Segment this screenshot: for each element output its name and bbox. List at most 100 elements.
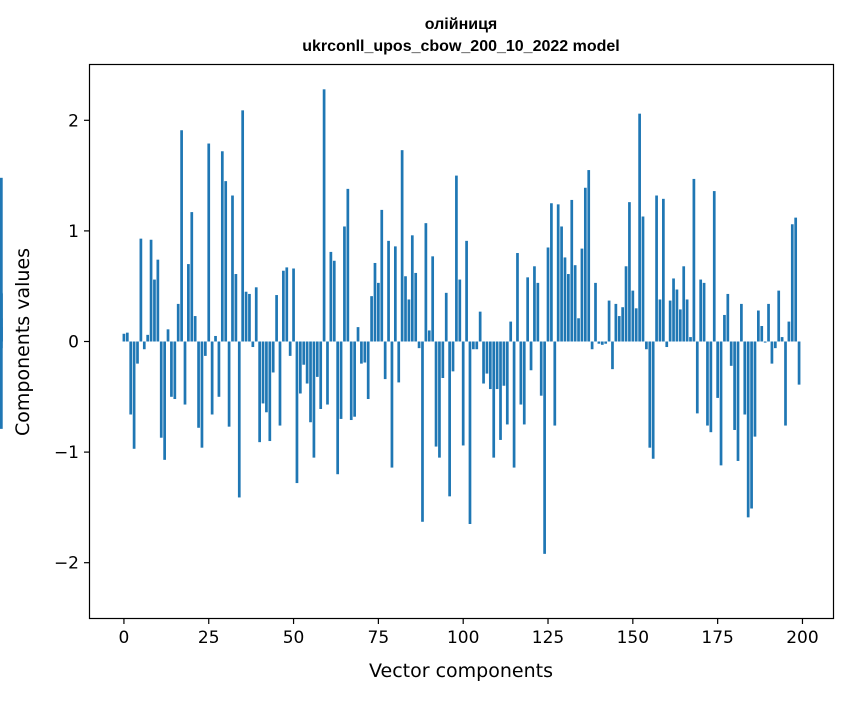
bar	[682, 266, 686, 342]
bar	[159, 341, 163, 438]
x-axis-ticks: 0 25 50 75 100 125 150 175 200	[119, 618, 819, 648]
bar	[638, 113, 641, 342]
bar	[641, 216, 645, 342]
y-tick-label: −2	[54, 554, 79, 574]
bar	[203, 341, 207, 356]
bar	[393, 246, 397, 342]
bar	[655, 195, 658, 342]
bar	[427, 330, 431, 342]
bar	[533, 266, 536, 342]
bar	[312, 341, 316, 458]
chart-title: олійниця	[425, 16, 498, 33]
bar	[142, 341, 146, 350]
bar	[356, 327, 360, 342]
y-tick-label: 2	[68, 111, 79, 131]
bar	[780, 337, 784, 342]
bar	[692, 178, 696, 342]
bar	[746, 341, 750, 518]
bar	[516, 253, 519, 342]
bar	[600, 341, 604, 345]
bar	[302, 341, 306, 365]
bar	[468, 341, 472, 524]
y-axis-label: Components values	[12, 248, 34, 436]
bar	[424, 223, 428, 342]
bar	[315, 341, 319, 377]
bar	[672, 278, 675, 342]
bar	[288, 341, 292, 356]
bar	[244, 291, 248, 342]
bar	[322, 89, 326, 342]
bar	[305, 341, 309, 384]
bar	[176, 303, 180, 342]
bar	[706, 341, 709, 426]
bar	[390, 341, 394, 468]
bars-group	[0, 89, 801, 554]
bar	[773, 341, 777, 349]
bar	[407, 299, 411, 342]
bar	[190, 212, 194, 342]
y-tick-label: −1	[54, 443, 79, 463]
bar	[220, 151, 224, 342]
bar	[519, 341, 523, 405]
x-tick-label: 25	[198, 628, 220, 648]
x-tick-label: 150	[617, 628, 649, 648]
bar	[634, 308, 638, 342]
bar	[319, 341, 323, 409]
bar	[234, 274, 238, 342]
bar	[309, 341, 312, 423]
bar	[187, 264, 190, 342]
bar	[712, 191, 716, 342]
bar	[709, 341, 713, 433]
bar	[329, 251, 333, 342]
bar	[461, 341, 465, 446]
x-axis-label: Vector components	[369, 660, 553, 682]
bar	[611, 341, 614, 370]
bar	[353, 341, 356, 417]
bar	[214, 335, 217, 342]
bar	[594, 282, 597, 342]
bar	[193, 316, 197, 342]
bar	[156, 259, 160, 342]
bar	[685, 299, 689, 342]
bar	[478, 311, 482, 342]
bar	[583, 187, 587, 342]
bar	[556, 204, 560, 342]
bar	[414, 272, 418, 342]
bar	[455, 175, 458, 342]
bar	[448, 341, 451, 497]
bar	[125, 332, 129, 342]
bar	[122, 333, 126, 342]
bar	[282, 270, 285, 342]
bar	[197, 341, 200, 428]
bar	[607, 300, 611, 342]
bar	[695, 341, 699, 414]
bar	[183, 341, 187, 405]
bar	[526, 277, 530, 342]
bar	[475, 341, 479, 350]
y-tick-label: 0	[68, 333, 79, 353]
bar	[458, 279, 462, 342]
bar	[136, 341, 139, 364]
bar	[702, 282, 706, 342]
bar	[550, 203, 553, 342]
bar	[770, 341, 774, 364]
bar	[285, 267, 289, 342]
bar	[794, 217, 798, 342]
bar	[536, 282, 540, 342]
bar	[580, 248, 584, 342]
bar	[617, 316, 621, 342]
bar	[163, 341, 166, 460]
bar	[553, 341, 557, 426]
x-tick-label: 0	[119, 628, 130, 648]
bar	[573, 265, 577, 342]
bar	[431, 256, 435, 342]
bar	[383, 341, 387, 380]
bar	[180, 130, 183, 342]
bar	[173, 341, 177, 400]
bar	[560, 226, 563, 342]
bar	[404, 276, 407, 342]
bar	[763, 341, 767, 343]
chart-subtitle: ukrconll_upos_cbow_200_10_2022 model	[302, 38, 619, 55]
bar	[265, 341, 268, 413]
plot-frame	[88, 63, 835, 620]
